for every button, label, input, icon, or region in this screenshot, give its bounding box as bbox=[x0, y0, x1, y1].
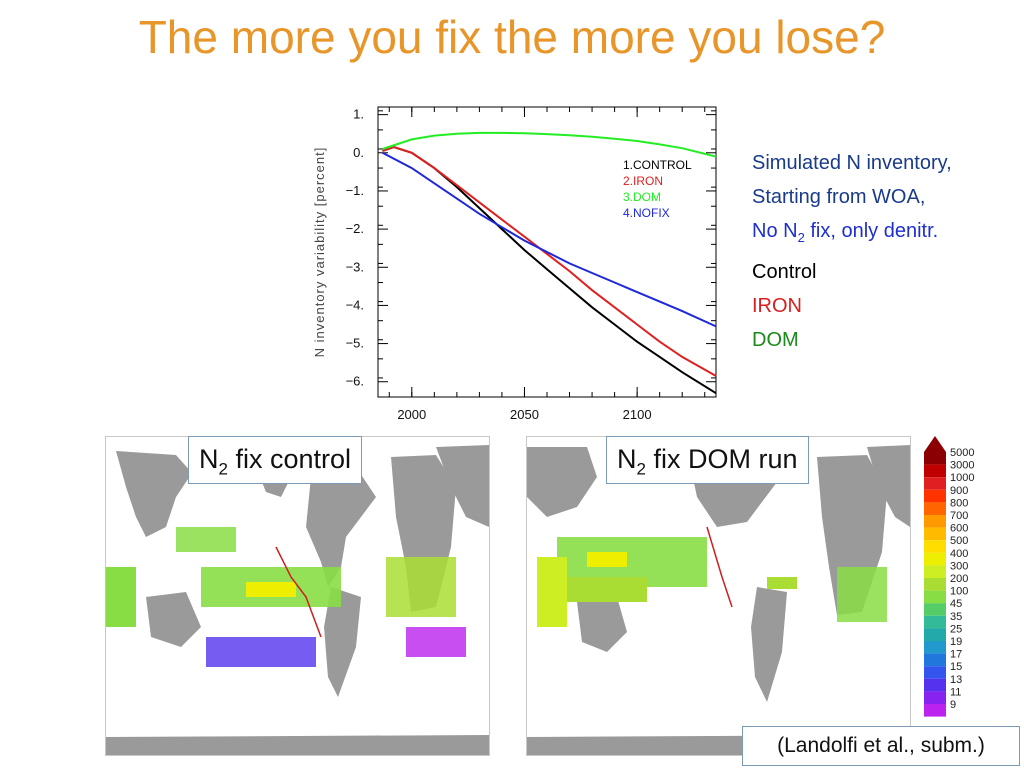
colorbar-swatch bbox=[924, 527, 946, 541]
colorbar-swatch bbox=[924, 477, 946, 490]
map-dom-label-sub: 2 bbox=[636, 459, 646, 479]
colorbar-legend: 5000300010009008007006005004003002001004… bbox=[924, 436, 974, 717]
y-tick-label: 1. bbox=[353, 107, 364, 122]
note-control: Control bbox=[752, 261, 817, 283]
note-line-3-pre: No N bbox=[752, 220, 798, 242]
denitrification-contour bbox=[706, 526, 733, 608]
x-tick-label: 2100 bbox=[623, 407, 652, 422]
colorbar-label: 500 bbox=[950, 535, 968, 547]
note-dom: DOM bbox=[752, 329, 799, 351]
nitrogen-fixation-patches bbox=[106, 527, 466, 667]
colorbar-swatch bbox=[924, 590, 946, 604]
colorbar-label: 3000 bbox=[950, 460, 974, 472]
y-tick-label: −6. bbox=[346, 374, 364, 389]
colorbar-label: 35 bbox=[950, 611, 962, 623]
note-line-3-sub: 2 bbox=[797, 230, 805, 245]
slide-title: The more you fix the more you lose? bbox=[138, 11, 886, 63]
colorbar-label: 15 bbox=[950, 661, 962, 673]
map-dom-label-pre: N bbox=[617, 444, 637, 474]
colorbar-label: 900 bbox=[950, 485, 968, 497]
x-tick-label: 2050 bbox=[510, 407, 539, 422]
colorbar-arrow bbox=[924, 436, 946, 452]
colorbar-swatch bbox=[924, 641, 946, 654]
colorbar-label: 45 bbox=[950, 598, 962, 610]
colorbar-swatch bbox=[924, 615, 946, 629]
colorbar-swatch bbox=[924, 540, 946, 553]
land-antarctica bbox=[106, 735, 489, 755]
legend-entry-dom: 3.DOM bbox=[623, 190, 661, 204]
note-line-3-post: fix, only denitr. bbox=[804, 220, 939, 242]
map-control-label-post: fix control bbox=[227, 444, 352, 474]
colorbar-label: 600 bbox=[950, 523, 968, 535]
colorbar-swatch bbox=[924, 653, 946, 667]
colorbar-label: 700 bbox=[950, 510, 968, 522]
colorbar-swatch bbox=[924, 578, 946, 591]
y-tick-label: −5. bbox=[346, 336, 364, 351]
legend-entry-control: 1.CONTROL bbox=[623, 158, 692, 172]
series-line-nofix bbox=[382, 151, 717, 328]
colorbar-label: 100 bbox=[950, 586, 968, 598]
colorbar-label: 17 bbox=[950, 649, 962, 661]
note-iron: IRON bbox=[752, 295, 802, 317]
map-control-graphic bbox=[106, 445, 489, 755]
colorbar-label: 11 bbox=[950, 686, 961, 698]
colorbar-swatch bbox=[924, 565, 946, 578]
colorbar-swatch bbox=[924, 691, 946, 704]
colorbar-label: 19 bbox=[950, 636, 962, 648]
land-asia bbox=[527, 447, 597, 517]
map-control-label: N2 fix control bbox=[188, 436, 363, 484]
map-control-label-pre: N bbox=[199, 444, 219, 474]
land-south-america bbox=[751, 587, 787, 702]
colorbar-label: 800 bbox=[950, 497, 968, 509]
colorbar-swatch bbox=[924, 489, 946, 503]
land-americas bbox=[306, 467, 376, 587]
colorbar-swatch bbox=[924, 628, 946, 641]
map-dom-label: N2 fix DOM run bbox=[606, 436, 809, 484]
colorbar-swatch bbox=[924, 502, 946, 515]
map-dom-label-post: fix DOM run bbox=[645, 444, 798, 474]
note-line-2: Starting from WOA, bbox=[752, 186, 926, 208]
colorbar-swatch bbox=[924, 452, 946, 465]
n-inventory-line-chart: 1. 0. −1. −2. −3. −4. −5. −6. 2000 2050 2100 N inve… bbox=[312, 106, 717, 422]
land-asia-east bbox=[436, 445, 489, 527]
y-tick-label: −2. bbox=[346, 221, 364, 236]
colorbar-label: 25 bbox=[950, 623, 962, 635]
nitrogen-fixation-patches bbox=[537, 537, 887, 627]
colorbar-swatch bbox=[924, 704, 946, 717]
y-tick-label: 0. bbox=[353, 145, 364, 160]
colorbar-swatch bbox=[924, 464, 946, 478]
colorbar-swatch bbox=[924, 666, 946, 679]
y-axis-label: N inventory variability [percent] bbox=[312, 147, 327, 358]
y-tick-label: −3. bbox=[346, 259, 364, 274]
colorbar-label: 400 bbox=[950, 548, 968, 560]
legend-entry-iron: 2.IRON bbox=[623, 174, 663, 188]
land-asia-east bbox=[867, 445, 910, 527]
x-tick-label: 2000 bbox=[397, 407, 426, 422]
colorbar-label: 1000 bbox=[950, 472, 974, 484]
y-tick-label: −1. bbox=[346, 183, 364, 198]
land-north-america bbox=[116, 451, 192, 537]
legend-entry-nofix: 4.NOFIX bbox=[623, 206, 670, 220]
colorbar-label: 200 bbox=[950, 573, 968, 585]
map-control-label-sub: 2 bbox=[218, 459, 228, 479]
colorbar-label: 9 bbox=[950, 699, 956, 711]
denitrification-contour bbox=[275, 546, 322, 638]
note-line-1: Simulated N inventory, bbox=[752, 152, 952, 174]
colorbar-label: 13 bbox=[950, 674, 962, 686]
land-australia bbox=[577, 597, 627, 652]
series-line-dom bbox=[382, 131, 717, 158]
notes-panel: Simulated N inventory, Starting from WOA… bbox=[752, 146, 952, 357]
land-south-america bbox=[324, 587, 361, 697]
colorbar-swatch bbox=[924, 515, 946, 528]
land-australia bbox=[146, 592, 201, 647]
colorbar-label: 300 bbox=[950, 560, 968, 572]
y-tick-label: −4. bbox=[346, 297, 364, 312]
note-line-3: No N2 fix, only denitr. bbox=[752, 214, 952, 255]
map-control bbox=[105, 436, 490, 756]
colorbar-swatch bbox=[924, 552, 946, 566]
colorbar-label: 5000 bbox=[950, 447, 974, 459]
citation-box: (Landolfi et al., subm.) bbox=[742, 726, 1020, 766]
colorbar-swatch bbox=[924, 603, 946, 616]
colorbar-swatch bbox=[924, 678, 946, 692]
